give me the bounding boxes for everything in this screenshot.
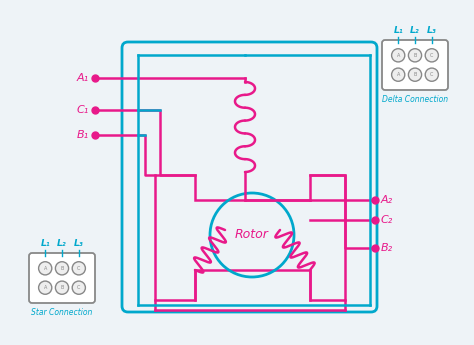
Text: A: A	[397, 72, 400, 77]
Text: C: C	[430, 72, 434, 77]
Text: Delta Connection: Delta Connection	[382, 95, 448, 104]
Circle shape	[38, 262, 52, 275]
Circle shape	[55, 262, 69, 275]
Text: B: B	[60, 285, 64, 290]
Text: B: B	[60, 266, 64, 271]
Text: B₂: B₂	[381, 243, 393, 253]
Text: A: A	[397, 53, 400, 58]
Text: Star Connection: Star Connection	[31, 308, 93, 317]
Text: L₁: L₁	[40, 239, 50, 248]
Text: L₃: L₃	[427, 26, 437, 35]
Circle shape	[425, 49, 438, 62]
Text: C: C	[77, 266, 81, 271]
Text: C: C	[77, 285, 81, 290]
Circle shape	[409, 49, 421, 62]
Circle shape	[392, 49, 405, 62]
Circle shape	[38, 281, 52, 294]
Text: A: A	[44, 285, 47, 290]
Text: B: B	[413, 53, 417, 58]
Text: A₁: A₁	[77, 73, 89, 83]
Text: L₁: L₁	[393, 26, 403, 35]
Text: B: B	[413, 72, 417, 77]
Text: L₂: L₂	[410, 26, 420, 35]
Text: L₃: L₃	[74, 239, 84, 248]
Text: L₂: L₂	[57, 239, 67, 248]
Text: A₂: A₂	[381, 195, 393, 205]
Text: C: C	[430, 53, 434, 58]
Circle shape	[55, 281, 69, 294]
Circle shape	[392, 68, 405, 81]
FancyBboxPatch shape	[382, 40, 448, 90]
Circle shape	[72, 281, 85, 294]
Text: C₂: C₂	[381, 215, 393, 225]
Circle shape	[409, 68, 421, 81]
Text: B₁: B₁	[77, 130, 89, 140]
Text: A: A	[44, 266, 47, 271]
Circle shape	[72, 262, 85, 275]
Circle shape	[425, 68, 438, 81]
Text: C₁: C₁	[77, 105, 89, 115]
Text: Rotor: Rotor	[235, 228, 269, 242]
FancyBboxPatch shape	[29, 253, 95, 303]
